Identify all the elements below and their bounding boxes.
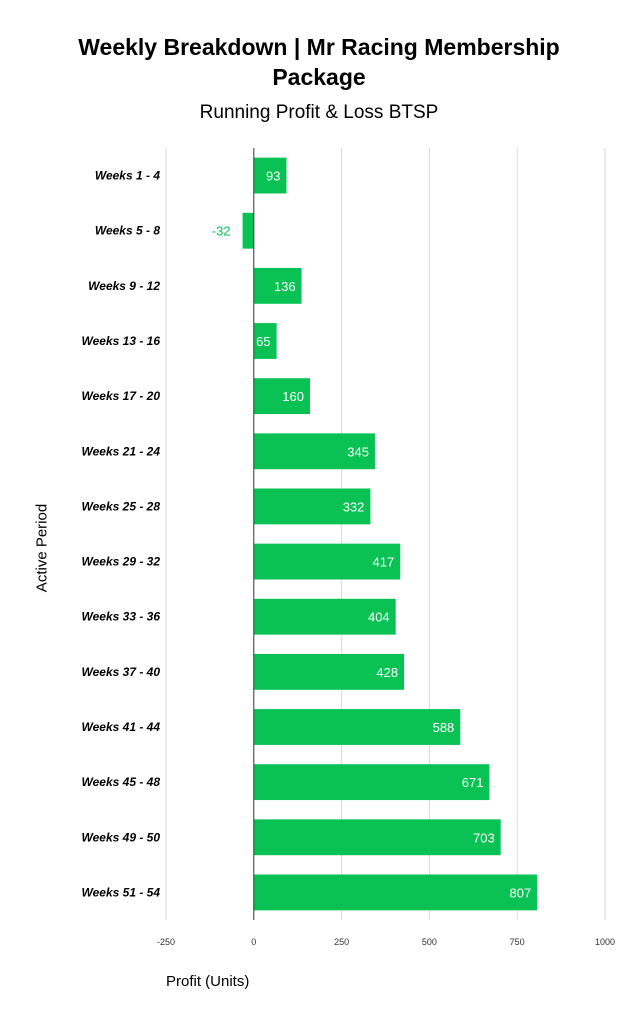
y-tick-label: Weeks 5 - 8 bbox=[95, 224, 160, 238]
data-label: 345 bbox=[347, 444, 369, 459]
y-tick-label: Weeks 13 - 16 bbox=[82, 334, 161, 348]
y-tick-label: Weeks 41 - 44 bbox=[82, 720, 161, 734]
x-tick-label: 0 bbox=[251, 937, 256, 947]
bar bbox=[253, 874, 538, 911]
bar bbox=[253, 764, 490, 801]
bar bbox=[253, 543, 401, 580]
bar bbox=[242, 212, 254, 249]
bar bbox=[253, 488, 371, 525]
y-tick-label: Weeks 29 - 32 bbox=[82, 555, 161, 569]
x-tick-label: 500 bbox=[422, 937, 437, 947]
bar bbox=[253, 378, 310, 415]
y-tick-label: Weeks 21 - 24 bbox=[82, 444, 161, 458]
x-tick-label: 750 bbox=[510, 937, 525, 947]
y-tick-label: Weeks 25 - 28 bbox=[82, 499, 161, 513]
bar bbox=[253, 267, 302, 304]
bar bbox=[253, 598, 396, 635]
data-label: 65 bbox=[256, 334, 270, 349]
bar bbox=[253, 653, 405, 690]
data-label: -32 bbox=[212, 224, 231, 239]
data-label: 807 bbox=[510, 885, 532, 900]
data-label: 160 bbox=[282, 389, 304, 404]
data-label: 671 bbox=[462, 775, 484, 790]
data-label: 332 bbox=[343, 499, 365, 514]
x-tick-label: 250 bbox=[334, 937, 349, 947]
y-tick-label: Weeks 9 - 12 bbox=[88, 279, 160, 293]
y-tick-label: Weeks 45 - 48 bbox=[82, 775, 161, 789]
bar bbox=[253, 709, 461, 745]
chart-subtitle: Running Profit & Loss BTSP bbox=[199, 102, 439, 123]
data-label: 588 bbox=[433, 720, 455, 735]
data-label: 417 bbox=[373, 555, 395, 570]
data-label: 428 bbox=[376, 665, 398, 680]
x-axis-title: Profit (Units) bbox=[166, 973, 250, 990]
y-tick-label: Weeks 51 - 54 bbox=[82, 885, 161, 899]
chart-title: Weekly Breakdown | Mr Racing Membership … bbox=[78, 34, 560, 90]
bar bbox=[253, 433, 375, 470]
y-tick-label: Weeks 37 - 40 bbox=[82, 665, 161, 679]
data-label: 136 bbox=[274, 279, 296, 294]
y-tick-label: Weeks 1 - 4 bbox=[95, 169, 160, 183]
y-tick-label: Weeks 33 - 36 bbox=[82, 610, 161, 624]
y-tick-label: Weeks 49 - 50 bbox=[82, 830, 161, 844]
bar bbox=[253, 157, 287, 194]
x-tick-label: 1000 bbox=[595, 937, 615, 947]
bar bbox=[253, 819, 501, 856]
y-tick-label: Weeks 17 - 20 bbox=[82, 389, 161, 403]
x-tick-label: -250 bbox=[157, 937, 175, 947]
data-label: 404 bbox=[368, 610, 390, 625]
data-label: 703 bbox=[473, 830, 495, 845]
bar bbox=[253, 323, 277, 359]
data-label: 93 bbox=[266, 169, 280, 184]
